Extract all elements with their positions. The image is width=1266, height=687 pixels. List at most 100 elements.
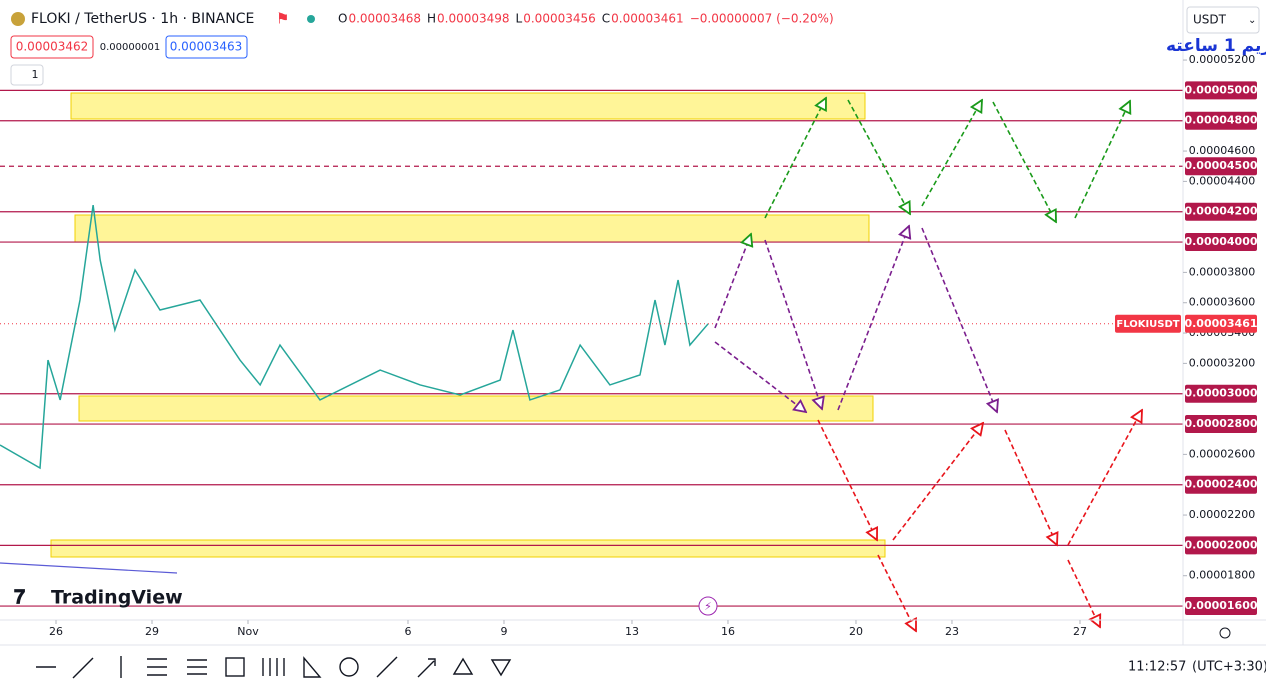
price-line xyxy=(0,204,709,470)
currency-select[interactable] xyxy=(1186,6,1260,34)
clock: 11:12:57 xyxy=(1128,660,1186,675)
y-tick-label: 0.00002600 xyxy=(1189,447,1255,460)
tool-circle[interactable] xyxy=(339,657,359,677)
arrow xyxy=(1067,410,1142,546)
arrow xyxy=(1074,101,1130,219)
trend-line xyxy=(0,562,178,574)
x-tick-label: 23 xyxy=(945,625,959,638)
ohlc-key: H xyxy=(427,12,436,26)
last-price-label: 0.00003461 xyxy=(1184,317,1257,330)
event-icon-glyph[interactable]: ⚡ xyxy=(704,600,712,613)
tool-channel[interactable] xyxy=(187,659,207,675)
status-dot xyxy=(307,15,315,23)
level-label: 0.00004800 xyxy=(1184,114,1257,127)
symbol: FLOKI / TetherUS · 1h · BINANCE xyxy=(31,11,254,27)
sell-price[interactable]: 0.00003462 xyxy=(16,40,89,54)
tool-arrow-up[interactable] xyxy=(452,657,474,675)
levels xyxy=(0,89,1183,607)
level-label-bg xyxy=(1185,233,1257,252)
brand: TradingView xyxy=(51,587,183,609)
zone xyxy=(50,539,886,558)
x-tick-label: 9 xyxy=(500,625,507,638)
symbol-icon xyxy=(11,12,25,26)
spread: 0.00000001 xyxy=(100,42,160,53)
sell-button[interactable] xyxy=(10,35,94,59)
indicator-count[interactable]: 1 xyxy=(32,68,39,81)
level-label: 0.00002800 xyxy=(1184,417,1257,430)
flag-icon[interactable]: ⚑ xyxy=(276,10,289,28)
x-tick-label: 13 xyxy=(625,625,639,638)
arrow xyxy=(714,234,751,329)
timezone: (UTC+3:30) xyxy=(1192,660,1266,675)
y-tick-label: 0.00004400 xyxy=(1189,174,1255,187)
last-price-bg xyxy=(1185,314,1257,333)
chevron[interactable]: ⌄ xyxy=(1248,15,1256,26)
arrow xyxy=(837,226,909,411)
level-label: 0.00002400 xyxy=(1184,478,1257,491)
zone xyxy=(78,395,874,422)
y-tick-label: 0.00004600 xyxy=(1189,144,1255,157)
tool-pitchfork[interactable] xyxy=(262,658,285,676)
ohlc-key: C xyxy=(602,12,610,26)
toolbar xyxy=(0,645,1266,687)
buy-button[interactable] xyxy=(165,35,248,59)
currency[interactable]: USDT xyxy=(1193,13,1227,27)
ohlc-value: 0.00003468 xyxy=(348,12,421,26)
level-label-bg xyxy=(1185,202,1257,221)
chart-title: تحلیل فلوکی اینو | قسمت پنجم | 24 آبان 1… xyxy=(1166,34,1266,56)
y-tick-label: 0.00002200 xyxy=(1189,508,1255,521)
tools[interactable] xyxy=(36,656,512,679)
buy-price[interactable]: 0.00003463 xyxy=(170,40,243,54)
arrow xyxy=(921,227,997,412)
x-tick-label: 6 xyxy=(404,625,411,638)
arrow xyxy=(877,554,916,631)
level-label: 0.00005000 xyxy=(1184,83,1257,96)
arrow xyxy=(992,101,1056,222)
arrow xyxy=(1004,429,1057,545)
arrow xyxy=(921,100,982,207)
x-tick-label: 29 xyxy=(145,625,159,638)
event-icon[interactable] xyxy=(698,596,718,616)
x-tick-label: 27 xyxy=(1073,625,1087,638)
arrow xyxy=(764,239,822,409)
ohlc-key: L xyxy=(516,12,523,26)
x-tick-label: 16 xyxy=(721,625,735,638)
tool-arrow-down[interactable] xyxy=(490,659,512,677)
y-tick-label: 0.00003800 xyxy=(1189,265,1255,278)
level-label: 0.00003000 xyxy=(1184,387,1257,400)
zone xyxy=(70,92,866,120)
tool-rect[interactable] xyxy=(225,657,245,677)
brand-logo: 𝟕 xyxy=(14,585,25,609)
tool-arrow[interactable] xyxy=(417,658,436,678)
level-label-bg xyxy=(1185,157,1257,176)
tool-ray[interactable] xyxy=(376,656,398,678)
settings-icon[interactable] xyxy=(1219,627,1231,639)
ohlc-value: 0.00003456 xyxy=(523,12,596,26)
arrow xyxy=(892,423,983,541)
y-tick-label: 0.00005200 xyxy=(1189,53,1255,66)
arrow xyxy=(847,99,910,214)
level-label-bg xyxy=(1185,536,1257,555)
ohlc: O 0.00003468 H 0.00003498 L 0.00003456 C 0.0000… xyxy=(338,12,684,26)
zone xyxy=(74,214,870,243)
indicator-toggle[interactable] xyxy=(10,64,44,86)
tool-triangle[interactable] xyxy=(303,656,322,678)
level-label-bg xyxy=(1185,415,1257,434)
y-tick-label: 0.00003200 xyxy=(1189,356,1255,369)
tool-fib[interactable] xyxy=(147,658,167,676)
ohlc-value: 0.00003498 xyxy=(437,12,510,26)
tool-trendline[interactable] xyxy=(72,657,94,679)
level-label: 0.00001600 xyxy=(1184,599,1257,612)
series xyxy=(0,204,1183,470)
x-tick-label: 26 xyxy=(49,625,63,638)
arrow xyxy=(1067,559,1100,627)
ohlc-value: 0.00003461 xyxy=(611,12,684,26)
symbol-label-bg xyxy=(1115,314,1181,333)
arrow xyxy=(817,419,877,540)
change: −0.00000007 (−0.20%) xyxy=(690,12,834,26)
zones xyxy=(50,92,886,558)
ohlc-key: O xyxy=(338,12,347,26)
level-label-bg xyxy=(1185,111,1257,130)
